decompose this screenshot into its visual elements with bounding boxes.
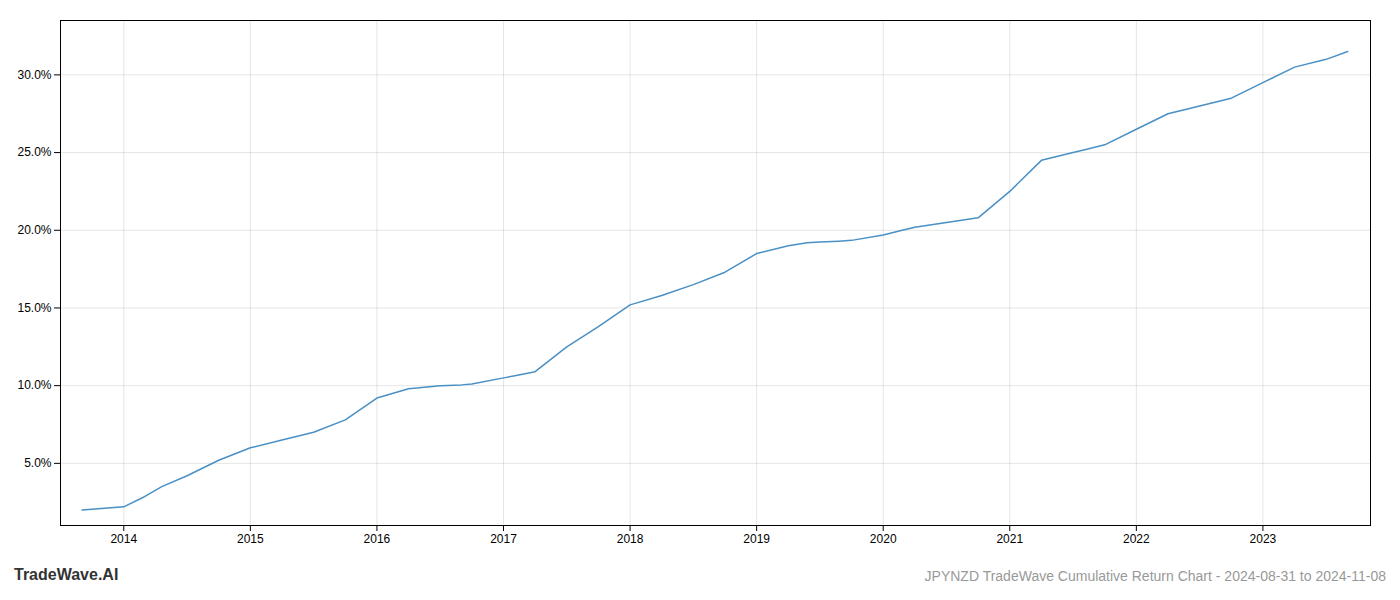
svg-text:2017: 2017	[490, 532, 517, 546]
svg-text:2021: 2021	[996, 532, 1023, 546]
svg-text:15.0%: 15.0%	[17, 301, 51, 315]
html-text:JPYNZD TradeWave Cumulative Re: JPYNZD TradeWave Cumulative Return Chart…	[924, 568, 1386, 584]
svg-text:10.0%: 10.0%	[17, 378, 51, 392]
svg-text:2023: 2023	[1250, 532, 1277, 546]
svg-text:2015: 2015	[237, 532, 264, 546]
svg-text:20.0%: 20.0%	[17, 223, 51, 237]
svg-text:2018: 2018	[617, 532, 644, 546]
svg-text:25.0%: 25.0%	[17, 145, 51, 159]
svg-text:2019: 2019	[743, 532, 770, 546]
svg-text:30.0%: 30.0%	[17, 68, 51, 82]
svg-text:2014: 2014	[110, 532, 137, 546]
html-text:TradeWave.AI: TradeWave.AI	[14, 566, 119, 583]
svg-text:2022: 2022	[1123, 532, 1150, 546]
svg-text:2020: 2020	[870, 532, 897, 546]
svg-text:2016: 2016	[364, 532, 391, 546]
svg-text:5.0%: 5.0%	[24, 456, 52, 470]
